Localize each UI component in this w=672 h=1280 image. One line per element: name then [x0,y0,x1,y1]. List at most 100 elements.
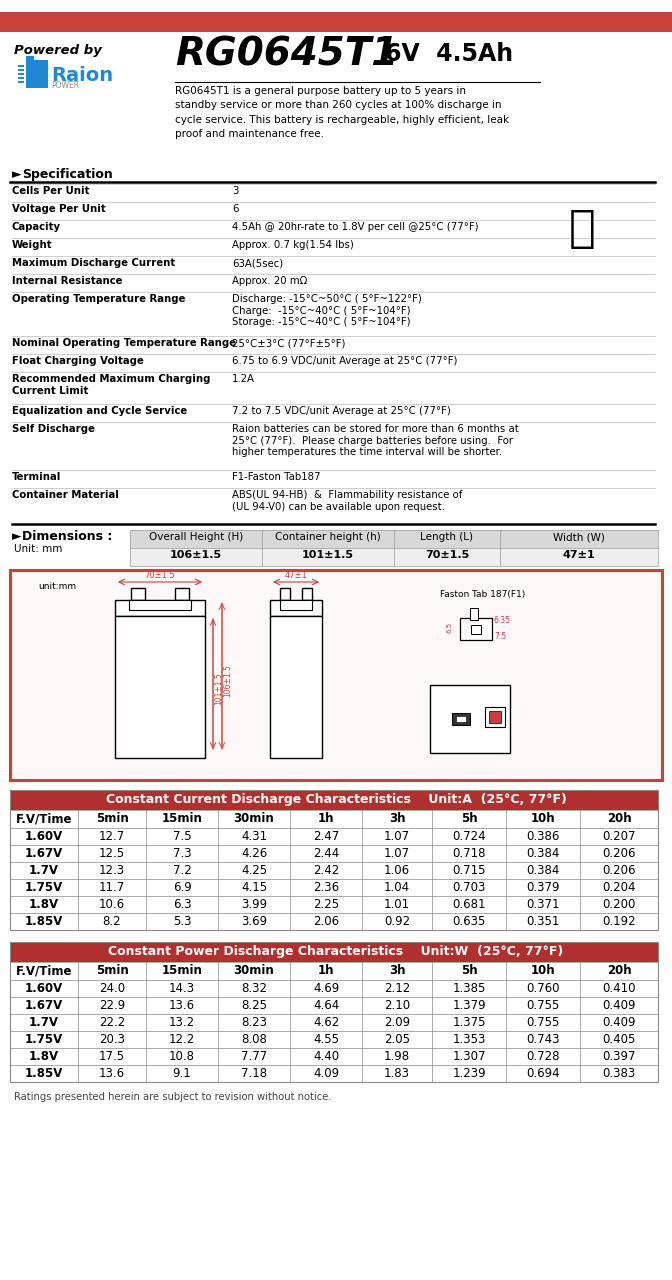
Text: 1.75V: 1.75V [25,1033,63,1046]
Text: 5min: 5min [95,964,128,977]
Text: 12.2: 12.2 [169,1033,195,1046]
Text: 0.397: 0.397 [602,1050,636,1062]
Text: 4.09: 4.09 [313,1068,339,1080]
Bar [452,713,470,724]
Text: 6.35: 6.35 [494,616,511,625]
Text: 7.2: 7.2 [173,864,192,877]
Text: 101±1.5: 101±1.5 [302,550,354,561]
Text: 0.694: 0.694 [526,1068,560,1080]
Text: 0.386: 0.386 [526,829,560,844]
Text: Cells Per Unit: Cells Per Unit [12,186,89,196]
Text: unit:mm: unit:mm [38,582,76,591]
Text: 63A(5sec): 63A(5sec) [232,259,284,268]
Text: F.V/Time: F.V/Time [15,812,73,826]
Text: Float Charging Voltage: Float Charging Voltage [12,356,144,366]
Text: 10.8: 10.8 [169,1050,195,1062]
Text: 2.06: 2.06 [313,915,339,928]
Text: Constant Power Discharge Characteristics    Unit:W  (25°C, 77°F): Constant Power Discharge Characteristics… [108,945,564,957]
Text: 1.8V: 1.8V [29,899,59,911]
Text: 0.192: 0.192 [602,915,636,928]
Text: 7.5: 7.5 [494,632,506,641]
Text: Self Discharge: Self Discharge [12,424,95,434]
Text: 0.703: 0.703 [452,881,486,893]
Bar [10,845,658,861]
Text: 1.67V: 1.67V [25,847,63,860]
Text: 22.2: 22.2 [99,1016,125,1029]
Bar [175,588,189,600]
Bar [270,616,322,758]
Bar [10,980,658,997]
Text: 12.3: 12.3 [99,864,125,877]
Bar [129,600,191,611]
Text: 15min: 15min [161,964,202,977]
Text: 5h: 5h [461,964,477,977]
Text: Operating Temperature Range: Operating Temperature Range [12,294,185,303]
Text: 4.31: 4.31 [241,829,267,844]
Text: 1.2A: 1.2A [232,374,255,384]
Text: 0.681: 0.681 [452,899,486,911]
Text: 0.351: 0.351 [526,915,560,928]
Text: 1.385: 1.385 [452,982,486,995]
Text: 3h: 3h [388,812,405,826]
Text: 1h: 1h [318,964,334,977]
Text: 5.3: 5.3 [173,915,192,928]
Text: 0.207: 0.207 [602,829,636,844]
Bar [26,56,34,61]
Text: Approx. 0.7 kg(1.54 lbs): Approx. 0.7 kg(1.54 lbs) [232,241,354,250]
Text: 10.6: 10.6 [99,899,125,911]
Bar [280,600,312,611]
Text: 11.7: 11.7 [99,881,125,893]
Bar [10,790,658,810]
Bar [10,997,658,1014]
Bar [10,896,658,913]
Text: 1.85V: 1.85V [25,915,63,928]
Bar [430,685,510,753]
Text: Weight: Weight [12,241,52,250]
Text: RG0645T1 is a general purpose battery up to 5 years in
standby service or more t: RG0645T1 is a general purpose battery up… [175,86,509,140]
Text: 7.2 to 7.5 VDC/unit Average at 25°C (77°F): 7.2 to 7.5 VDC/unit Average at 25°C (77°… [232,406,451,416]
Text: Constant Current Discharge Characteristics    Unit:A  (25°C, 77°F): Constant Current Discharge Characteristi… [106,794,566,806]
Text: 17.5: 17.5 [99,1050,125,1062]
Text: 7.77: 7.77 [241,1050,267,1062]
Text: 22.9: 22.9 [99,998,125,1012]
Text: 6.3: 6.3 [173,899,192,911]
Text: 0.206: 0.206 [602,864,636,877]
Bar [460,618,492,640]
Bar [10,1014,658,1030]
Text: 1.04: 1.04 [384,881,410,893]
Text: 4.62: 4.62 [313,1016,339,1029]
Text: 0.200: 0.200 [602,899,636,911]
Text: Capacity: Capacity [12,221,61,232]
Bar [10,1048,658,1065]
Text: Approx. 20 mΩ: Approx. 20 mΩ [232,276,307,285]
Text: 4.64: 4.64 [313,998,339,1012]
Text: 5min: 5min [95,812,128,826]
Text: Raion batteries can be stored for more than 6 months at
25°C (77°F).  Please cha: Raion batteries can be stored for more t… [232,424,519,457]
Text: 0.379: 0.379 [526,881,560,893]
Text: 0.206: 0.206 [602,847,636,860]
Text: Ⓡ: Ⓡ [569,207,596,250]
Text: 1.379: 1.379 [452,998,486,1012]
Text: 3.69: 3.69 [241,915,267,928]
Bar [131,588,145,600]
Text: 0.755: 0.755 [526,1016,560,1029]
Text: 30min: 30min [234,964,274,977]
Bar [115,600,205,616]
Bar [18,73,24,76]
Text: 13.6: 13.6 [99,1068,125,1080]
Text: 1.07: 1.07 [384,829,410,844]
Text: 6V  4.5Ah: 6V 4.5Ah [385,42,513,67]
Text: 15min: 15min [161,812,202,826]
Bar [302,588,312,600]
Text: 4.15: 4.15 [241,881,267,893]
Text: 3.99: 3.99 [241,899,267,911]
Text: Specification: Specification [22,168,113,180]
Text: 10h: 10h [531,812,555,826]
Text: 4.5Ah @ 20hr-rate to 1.8V per cell @25°C (77°F): 4.5Ah @ 20hr-rate to 1.8V per cell @25°C… [232,221,478,232]
Bar [18,65,24,67]
Text: 0.760: 0.760 [526,982,560,995]
Text: Discharge: -15°C~50°C ( 5°F~122°F)
Charge:  -15°C~40°C ( 5°F~104°F)
Storage: -15: Discharge: -15°C~50°C ( 5°F~122°F) Charg… [232,294,422,328]
Text: 20h: 20h [607,964,631,977]
Text: 0.724: 0.724 [452,829,486,844]
Text: 2.44: 2.44 [313,847,339,860]
